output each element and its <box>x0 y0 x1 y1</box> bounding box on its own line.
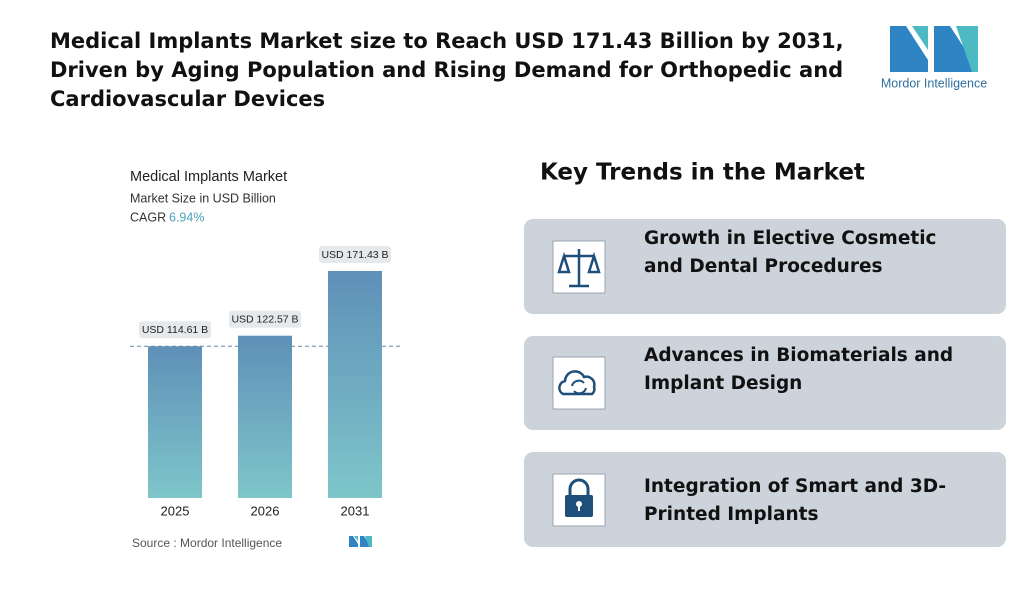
x-tick-label: 2031 <box>341 503 370 518</box>
source: Source : Mordor Intelligence <box>132 536 282 550</box>
trend-card: Advances in Biomaterials and Implant Des… <box>524 336 1006 430</box>
trend-text: Advances in Biomaterials and <box>644 345 953 366</box>
header: Medical Implants Market size to Reach US… <box>50 26 987 111</box>
title-line: Medical Implants Market size to Reach US… <box>50 29 844 53</box>
trends: Key Trends in the Market Growth in Elect… <box>524 160 1006 547</box>
value-label-box <box>139 321 211 339</box>
trend-text: Integration of Smart and 3D- <box>644 476 946 497</box>
value-label: USD 122.57 B <box>231 313 298 325</box>
source-logo <box>349 536 372 547</box>
x-tick-label: 2026 <box>251 503 280 518</box>
x-tick-label: 2025 <box>161 503 190 518</box>
value-label: USD 171.43 B <box>321 249 388 261</box>
title-line: Cardiovascular Devices <box>50 87 325 111</box>
bar <box>148 346 202 498</box>
bar <box>238 335 292 498</box>
chart-subtitle: Market Size in USD Billion <box>130 191 276 205</box>
chart-title: Medical Implants Market <box>130 169 287 185</box>
logo-text: Mordor Intelligence <box>881 76 987 90</box>
logo: Mordor Intelligence <box>881 26 987 90</box>
trend-text: Printed Implants <box>644 504 819 525</box>
value-label-box <box>319 246 391 263</box>
bar <box>328 271 382 498</box>
trends-heading: Key Trends in the Market <box>540 160 865 186</box>
trend-card: Growth in Elective Cosmetic and Dental P… <box>524 219 1006 314</box>
trend-text: and Dental Procedures <box>644 256 883 277</box>
trend-text: Implant Design <box>644 373 802 394</box>
cagr-label: CAGR <box>130 210 166 224</box>
cagr-value: 6.94% <box>169 210 204 224</box>
value-label-box <box>229 310 301 328</box>
value-label: USD 114.61 B <box>142 324 208 336</box>
title-line: Driven by Aging Population and Rising De… <box>50 58 843 82</box>
trend-card: Integration of Smart and 3D- Printed Imp… <box>524 452 1006 547</box>
trend-text: Growth in Elective Cosmetic <box>644 228 937 249</box>
chart: Medical Implants Market Market Size in U… <box>130 169 402 550</box>
